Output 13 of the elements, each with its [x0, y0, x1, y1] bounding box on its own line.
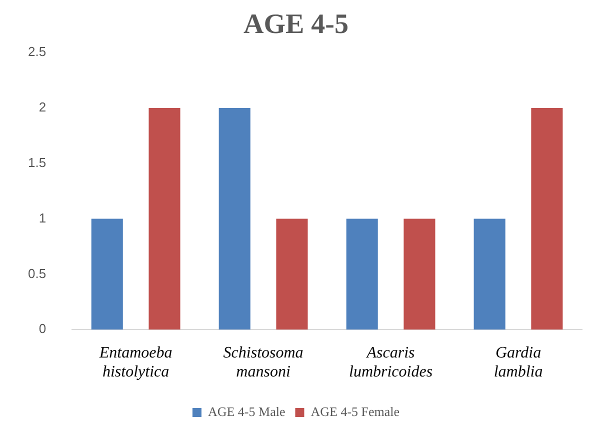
y-tick-label: 0.5 — [28, 266, 46, 281]
y-tick-label: 2.5 — [28, 44, 46, 60]
y-tick-label: 2 — [38, 100, 46, 115]
y-tick-label: 1 — [38, 210, 46, 226]
y-tick-label: 1.5 — [28, 154, 46, 170]
chart-title: AGE 4-5 — [244, 9, 348, 40]
legend-label: AGE 4-5 Female — [310, 404, 400, 419]
x-tick-label: Ascaris lumbricoides — [349, 344, 433, 381]
legend-label: AGE 4-5 Male — [208, 404, 286, 419]
x-tick-label: Schistosoma mansoni — [223, 344, 304, 381]
x-tick-label: Entamoeba histolytica — [98, 344, 172, 381]
x-tick-label: Gardia lamblia — [494, 344, 543, 381]
y-tick-label: 0 — [38, 321, 46, 336]
